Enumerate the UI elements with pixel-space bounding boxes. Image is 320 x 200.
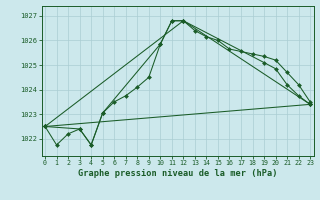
X-axis label: Graphe pression niveau de la mer (hPa): Graphe pression niveau de la mer (hPa) bbox=[78, 169, 277, 178]
